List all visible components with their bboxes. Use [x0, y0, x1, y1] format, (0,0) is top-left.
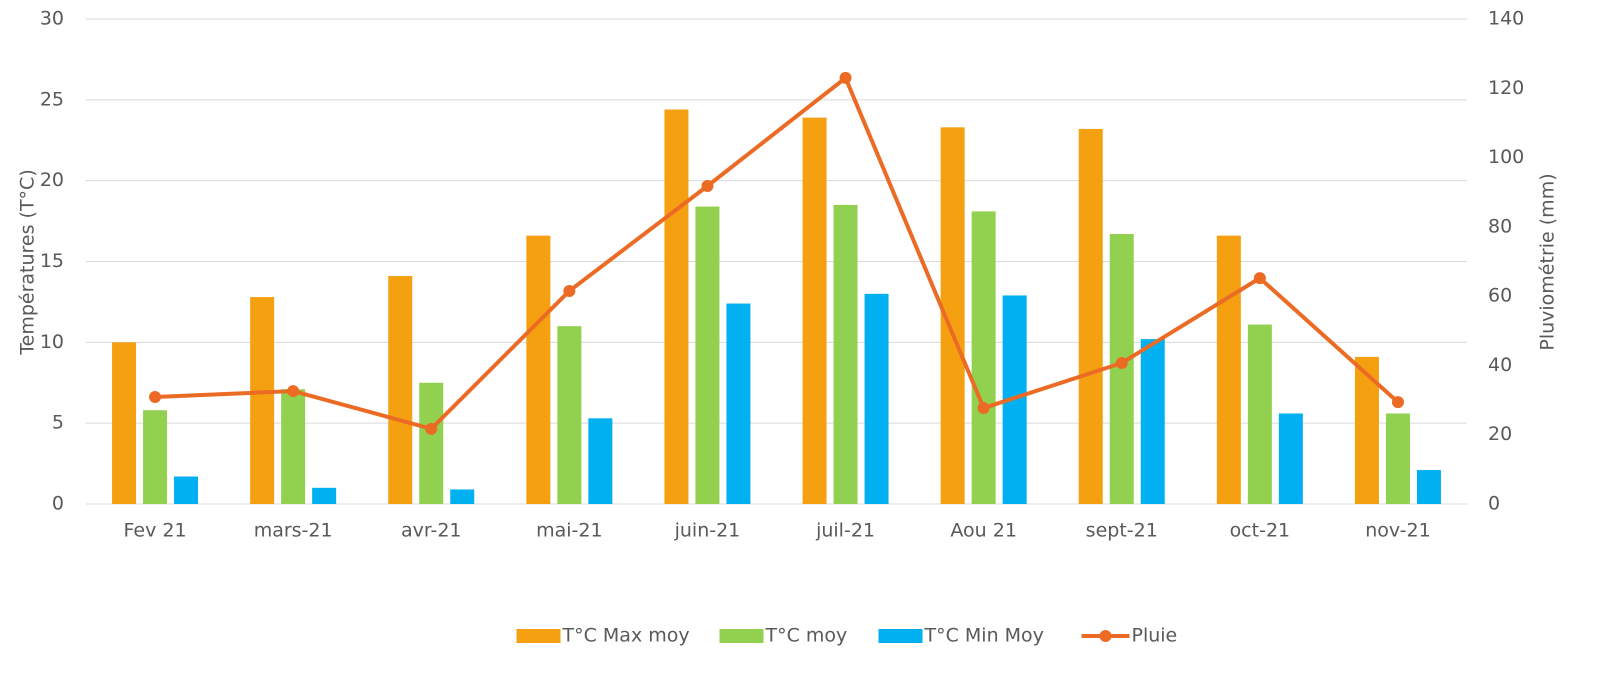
bar [695, 206, 720, 505]
y-axis-label: Températures (T°C) [17, 169, 39, 356]
x-tick-label: avr-21 [401, 520, 462, 542]
line-point [977, 402, 990, 415]
line-point [839, 71, 852, 84]
line-point [425, 422, 438, 435]
y-tick-label: 30 [40, 8, 64, 30]
line-point [1253, 272, 1266, 285]
y-tick-label: 10 [40, 331, 64, 353]
y2-tick-label: 80 [1488, 215, 1512, 237]
y2-tick-label: 100 [1488, 146, 1524, 168]
bar [971, 211, 996, 504]
bar [1354, 356, 1379, 504]
bar [864, 293, 889, 504]
bar [174, 476, 199, 504]
bar [1385, 413, 1410, 504]
bar [588, 418, 613, 504]
line-point [701, 179, 714, 192]
bar [1416, 470, 1441, 504]
line-point [287, 385, 300, 398]
y2-tick-label: 120 [1488, 77, 1524, 99]
legend-swatch [878, 629, 923, 643]
x-tick-label: juin-21 [674, 520, 741, 542]
x-tick-label: oct-21 [1230, 520, 1291, 542]
bar [281, 389, 306, 504]
bar [726, 303, 751, 504]
y2-axis-label: Pluviométrie (mm) [1537, 173, 1559, 350]
legend-label: Pluie [1132, 625, 1178, 647]
y-tick-label: 25 [40, 88, 64, 110]
y2-tick-label: 20 [1488, 423, 1512, 445]
bar [557, 326, 582, 504]
y-tick-label: 5 [52, 412, 64, 434]
x-tick-label: sept-21 [1086, 520, 1158, 542]
line-point [1391, 396, 1404, 409]
line-point [149, 390, 162, 403]
x-tick-label: Fev 21 [124, 520, 187, 542]
line-point [563, 284, 576, 297]
y2-tick-label: 60 [1488, 285, 1512, 307]
legend-label: T°C moy [765, 625, 848, 647]
legend-label: T°C Min Moy [924, 625, 1044, 647]
x-tick-label: mars-21 [254, 520, 333, 542]
bar [1278, 413, 1303, 504]
line-point [1115, 357, 1128, 370]
legend-swatch [516, 629, 561, 643]
legend-swatch [1099, 630, 1112, 642]
bar [1216, 235, 1241, 504]
line [154, 75, 1400, 431]
bar [112, 342, 137, 504]
x-tick-label: Aou 21 [950, 520, 1017, 542]
x-tick-label: nov-21 [1365, 520, 1430, 542]
bar [419, 382, 444, 504]
legend-swatch [719, 629, 764, 643]
bar [450, 489, 475, 504]
bar [1247, 324, 1272, 504]
bar [388, 276, 413, 504]
bar [312, 487, 337, 504]
y-tick-label: 15 [40, 250, 64, 272]
legend-label: T°C Max moy [562, 625, 690, 647]
y2-tick-label: 40 [1488, 354, 1512, 376]
bar [833, 204, 858, 504]
bar [526, 235, 551, 504]
bar [1078, 128, 1103, 504]
x-tick-label: mai-21 [536, 520, 602, 542]
bar [143, 410, 168, 504]
x-tick-label: juil-21 [815, 520, 875, 542]
bar [802, 117, 827, 504]
y2-tick-label: 140 [1488, 8, 1524, 30]
y-tick-label: 0 [52, 493, 64, 515]
bar [250, 297, 275, 504]
y2-tick-label: 0 [1488, 493, 1500, 515]
bar [1140, 339, 1165, 504]
y-tick-label: 20 [40, 169, 64, 191]
bar [664, 109, 689, 505]
bar [1109, 234, 1134, 504]
